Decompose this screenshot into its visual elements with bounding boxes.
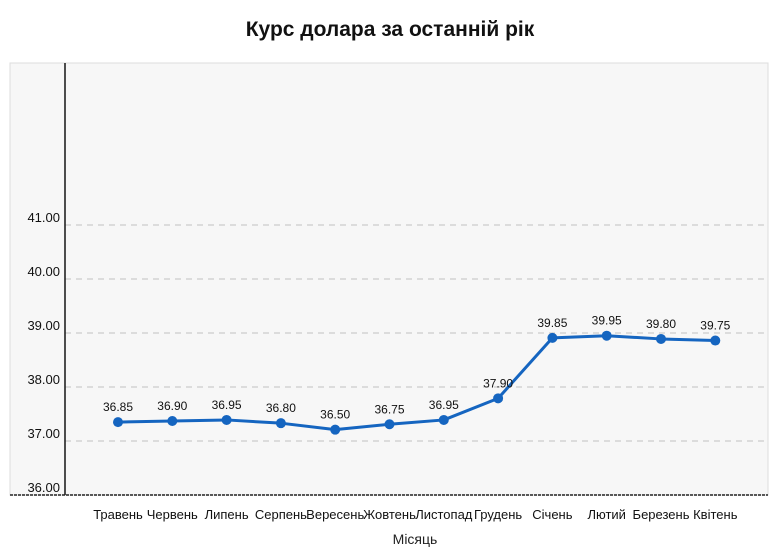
data-point [221, 414, 232, 425]
data-label: 39.80 [646, 317, 676, 331]
data-label: 36.90 [157, 399, 187, 413]
data-label: 36.95 [212, 398, 242, 412]
y-tick-label: 40.00 [27, 264, 60, 279]
x-tick-label: Березень [633, 507, 690, 522]
data-point [493, 393, 504, 404]
x-tick-label: Січень [532, 507, 572, 522]
data-point [384, 419, 395, 430]
x-tick-label: Жовтень [363, 507, 416, 522]
data-label: 36.80 [266, 401, 296, 415]
x-tick-label: Червень [147, 507, 198, 522]
data-point [275, 418, 286, 429]
y-tick-labels: 36.00 37.00 38.00 39.00 40.00 41.00 [27, 210, 60, 495]
x-tick-label: Серпень [255, 507, 307, 522]
x-tick-label: Лютий [587, 507, 625, 522]
data-label: 36.75 [374, 402, 404, 416]
axes [10, 63, 768, 496]
x-tick-label: Квітень [693, 507, 738, 522]
data-labels: 36.85 36.90 36.95 36.80 36.50 36.75 36.95 37.90… [103, 314, 731, 422]
series-line [116, 334, 717, 432]
x-axis-title: Місяць [393, 531, 438, 547]
data-point [710, 335, 721, 346]
x-tick-label: Грудень [474, 507, 522, 522]
data-point [656, 333, 666, 344]
data-label: 36.50 [320, 408, 350, 422]
data-point [330, 424, 341, 435]
y-tick-label: 41.00 [27, 210, 60, 225]
data-point [113, 417, 123, 428]
data-point [547, 332, 558, 343]
data-label: 39.85 [537, 316, 567, 330]
chart-title: Курс долара за останній рік [245, 18, 535, 41]
y-tick-label: 39.00 [27, 318, 60, 333]
data-point [601, 330, 612, 341]
data-label: 39.95 [592, 314, 622, 328]
data-label: 39.75 [700, 319, 730, 333]
x-tick-label: Листопад [415, 507, 473, 522]
data-point [438, 414, 449, 425]
data-point [167, 416, 178, 427]
x-tick-labels: Травень Червень Липень Серпень ВересеньЖовте… [93, 507, 738, 522]
y-tick-label: 37.00 [27, 426, 60, 441]
grid-lines [65, 224, 768, 442]
data-points [113, 330, 721, 435]
data-label: 36.85 [103, 400, 133, 414]
y-tick-label: 38.00 [27, 372, 60, 387]
data-label: 36.95 [429, 398, 459, 412]
series-line-layer [116, 334, 717, 432]
x-tick-label: Липень [205, 507, 249, 522]
data-label: 37.90 [483, 376, 513, 390]
y-tick-label: 36.00 [27, 480, 60, 495]
x-tick-label: Травень [93, 507, 143, 522]
x-tick-label: Вересень [306, 507, 364, 522]
